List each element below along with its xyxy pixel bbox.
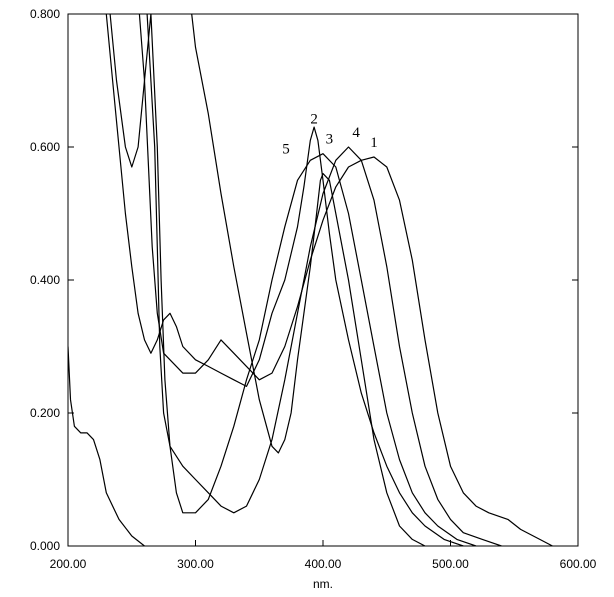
ticks-group: 200.00 300.00 400.00 500.00 600.00 0.000 0.200…	[30, 7, 597, 571]
x-tick-label: 200.00	[50, 557, 87, 571]
curve-label-1: 1	[370, 135, 378, 151]
x-tick-label: 500.00	[432, 557, 469, 571]
spectrum-curve-2	[105, 14, 464, 546]
curve-label-4: 4	[352, 125, 360, 141]
spectrum-curve-unlabeled	[68, 346, 145, 546]
x-tick-label: 400.00	[305, 557, 342, 571]
y-tick-label: 0.200	[30, 406, 60, 420]
spectrum-curve-5	[191, 14, 426, 546]
y-tick-label: 0.600	[30, 140, 60, 154]
x-axis-title: nm.	[313, 577, 333, 591]
spectrum-curve-4	[146, 14, 502, 546]
curve-labels-group: 123 45	[282, 112, 377, 158]
curve-label-2: 2	[310, 112, 318, 128]
y-tick-label: 0.400	[30, 273, 60, 287]
spectrum-curve-1	[138, 14, 553, 546]
x-tick-label: 300.00	[177, 557, 214, 571]
x-tick-label: 600.00	[560, 557, 597, 571]
curves-group	[68, 14, 553, 546]
spectrum-curve-3	[109, 14, 477, 546]
curve-label-3: 3	[326, 132, 334, 148]
y-tick-label: 0.000	[30, 539, 60, 553]
y-tick-label: 0.800	[30, 7, 60, 21]
curve-label-5: 5	[282, 142, 290, 158]
plot-frame	[67, 13, 579, 547]
